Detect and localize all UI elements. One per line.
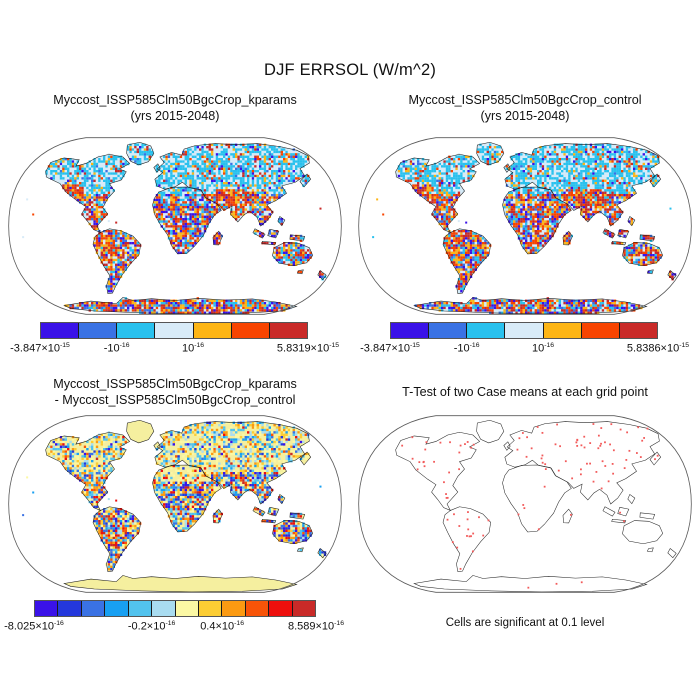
colorbar-segment: [128, 601, 153, 616]
colorbar-segment: [292, 601, 316, 616]
colorbar-segment: [231, 323, 270, 338]
colorbar-tick-label: -10-16: [453, 342, 480, 355]
colorbar-tick-label: 8.589×10-16: [287, 620, 345, 633]
colorbar-segment: [175, 601, 199, 616]
colorbar-segment: [81, 601, 106, 616]
colorbar-tick-label: -0.2×10-16: [127, 620, 176, 633]
figure-title: DJF ERRSOL (W/m^2): [263, 61, 437, 79]
colorbar-kparams-labels: -3.847×10-15 -10-16 10-16 5.8319×10-15: [10, 342, 339, 357]
panel-title-line: T-Test of two Case means at each grid po…: [402, 385, 648, 399]
panel-title-line: (yrs 2015-2048): [130, 109, 220, 123]
panel-title-line: Myccost_ISSP585Clm50BgcCrop_kparams: [53, 93, 297, 107]
colorbar-segment: [269, 323, 307, 338]
colorbar-kparams: [40, 322, 308, 339]
colorbar-control-labels: -3.847×10-15 -10-16 10-16 5.8386×10-15: [360, 342, 689, 357]
colorbar-tick-label: -8.025×10-16: [4, 620, 64, 633]
colorbar-segment: [222, 601, 246, 616]
colorbar-segment: [245, 601, 270, 616]
colorbar-segment: [581, 323, 620, 338]
colorbar-segment: [117, 323, 156, 338]
panel-title-line: (yrs 2015-2048): [480, 109, 570, 123]
colorbar-tick-label: 10-16: [181, 342, 205, 355]
colorbar-segment: [193, 323, 232, 338]
map-difference: [7, 412, 343, 596]
colorbar-tick-label: -3.847×10-15: [360, 342, 420, 355]
colorbar-segment: [429, 323, 468, 338]
panel-difference: Myccost_ISSP585Clm50BgcCrop_kparams - My…: [0, 374, 350, 659]
map-control: [357, 134, 693, 318]
panel-ttest: T-Test of two Case means at each grid po…: [350, 374, 700, 659]
colorbar-segment: [152, 601, 176, 616]
colorbar-segment: [619, 323, 657, 338]
colorbar-segment: [105, 601, 129, 616]
panel-kparams-title: Myccost_ISSP585Clm50BgcCrop_kparams (yrs…: [0, 92, 356, 124]
colorbar-difference-labels: -8.025×10-16 -0.2×10-16 0.4×10-16 8.589×10-…: [4, 620, 344, 635]
colorbar-segment: [41, 323, 80, 338]
colorbar-tick-label: -10-16: [103, 342, 130, 355]
colorbar-segment: [391, 323, 430, 338]
panel-title-line: Myccost_ISSP585Clm50BgcCrop_control: [408, 93, 642, 107]
colorbar-segment: [155, 323, 194, 338]
panel-difference-title: Myccost_ISSP585Clm50BgcCrop_kparams - My…: [0, 376, 356, 408]
colorbar-segment: [467, 323, 506, 338]
colorbar-difference: [34, 600, 316, 617]
panel-title-line: Myccost_ISSP585Clm50BgcCrop_kparams: [53, 377, 297, 391]
colorbar-tick-label: 5.8386×10-15: [626, 342, 690, 355]
map-kparams: [7, 134, 343, 318]
colorbar-segment: [269, 601, 293, 616]
panel-control-title: Myccost_ISSP585Clm50BgcCrop_control (yrs…: [344, 92, 700, 124]
colorbar-tick-label: 5.8319×10-15: [276, 342, 340, 355]
panel-title-line: - Myccost_ISSP585Clm50BgcCrop_control: [54, 393, 296, 407]
colorbar-segment: [543, 323, 582, 338]
colorbar-segment: [505, 323, 544, 338]
colorbar-control: [390, 322, 658, 339]
panel-kparams: Myccost_ISSP585Clm50BgcCrop_kparams (yrs…: [0, 90, 350, 375]
colorbar-tick-label: -3.847×10-15: [10, 342, 70, 355]
ttest-caption: Cells are significant at 0.1 level: [445, 617, 605, 629]
panel-ttest-title: T-Test of two Case means at each grid po…: [344, 384, 700, 400]
colorbar-segment: [198, 601, 223, 616]
colorbar-tick-label: 0.4×10-16: [200, 620, 244, 633]
colorbar-segment: [58, 601, 82, 616]
colorbar-segment: [35, 601, 59, 616]
colorbar-segment: [79, 323, 118, 338]
panel-control: Myccost_ISSP585Clm50BgcCrop_control (yrs…: [350, 90, 700, 375]
map-ttest: [357, 412, 693, 596]
colorbar-tick-label: 10-16: [531, 342, 555, 355]
